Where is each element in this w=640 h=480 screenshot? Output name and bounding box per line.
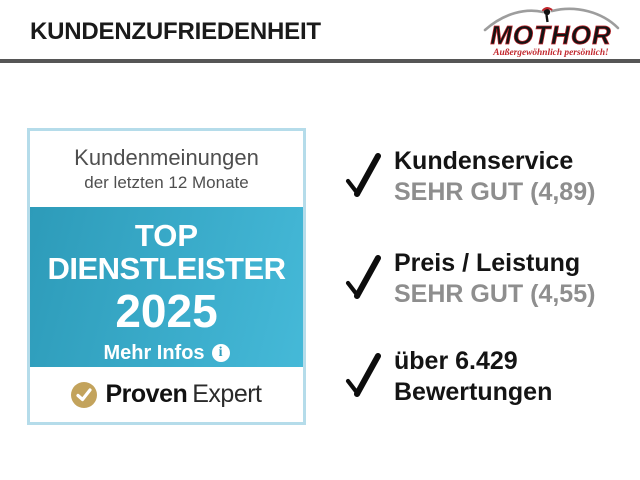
car-silhouette-right	[550, 7, 620, 30]
provenexpert-badge: Kundenmeinungen der letzten 12 Monate TO…	[27, 128, 306, 425]
header-divider	[0, 59, 640, 63]
figure-body	[545, 14, 549, 23]
logo-wordmark: MOTHOR	[490, 20, 612, 50]
checkmark-icon	[345, 353, 381, 397]
mothor-logo-graphic: MOTHOR Außergewöhnlich persönlich!	[483, 7, 620, 58]
info-icon-glyph: i	[218, 345, 223, 360]
rating-label: Preis / Leistung	[394, 249, 581, 277]
checkmark-icon	[345, 255, 381, 299]
figure-cap-icon	[542, 7, 553, 12]
logo-tagline: Außergewöhnlich persönlich!	[492, 48, 609, 58]
info-icon: i	[211, 344, 230, 362]
award-line2: DIENSTLEISTER	[47, 251, 286, 286]
badge-subheading: der letzten 12 Monate	[84, 173, 249, 192]
award-year: 2025	[115, 285, 218, 337]
rating-item-kundenservice: Kundenservice SEHR GUT (4,89)	[345, 146, 595, 208]
rating-text: über 6.429 Bewertungen	[394, 346, 552, 408]
mehr-infos-link[interactable]: Mehr Infos i	[103, 341, 230, 365]
rating-item-bewertungen: über 6.429 Bewertungen	[345, 346, 552, 408]
page-title: KUNDENZUFRIEDENHEIT	[30, 18, 321, 45]
rating-score: SEHR GUT (4,55)	[394, 280, 596, 308]
rating-label: Kundenservice	[394, 147, 574, 175]
badge-header: Kundenmeinungen der letzten 12 Monate	[30, 131, 303, 207]
rating-label: über 6.429	[394, 347, 518, 375]
rating-text: Preis / Leistung SEHR GUT (4,55)	[394, 248, 595, 310]
mehr-infos-label: Mehr Infos	[103, 342, 205, 364]
provenexpert-check-icon	[71, 381, 98, 408]
provenexpert-word-expert: Expert	[192, 380, 262, 408]
check-glyph	[76, 387, 93, 401]
rating-text: Kundenservice SEHR GUT (4,89)	[394, 146, 595, 208]
provenexpert-word-proven: Proven	[105, 380, 188, 408]
checkmark-icon	[345, 153, 381, 197]
mothor-logo: MOTHOR Außergewöhnlich persönlich!	[480, 4, 622, 60]
badge-heading: Kundenmeinungen	[74, 145, 259, 170]
award-line1: TOP	[134, 218, 199, 253]
figure-head-icon	[543, 8, 551, 16]
rating-item-preis-leistung: Preis / Leistung SEHR GUT (4,55)	[345, 248, 595, 310]
badge-award-panel: TOP DIENSTLEISTER 2025 Mehr Infos i	[30, 207, 303, 367]
car-silhouette-left	[483, 9, 545, 32]
provenexpert-logo: Proven Expert	[30, 367, 303, 422]
rating-label-line2: Bewertungen	[394, 378, 553, 406]
rating-score: SEHR GUT (4,89)	[394, 178, 596, 206]
